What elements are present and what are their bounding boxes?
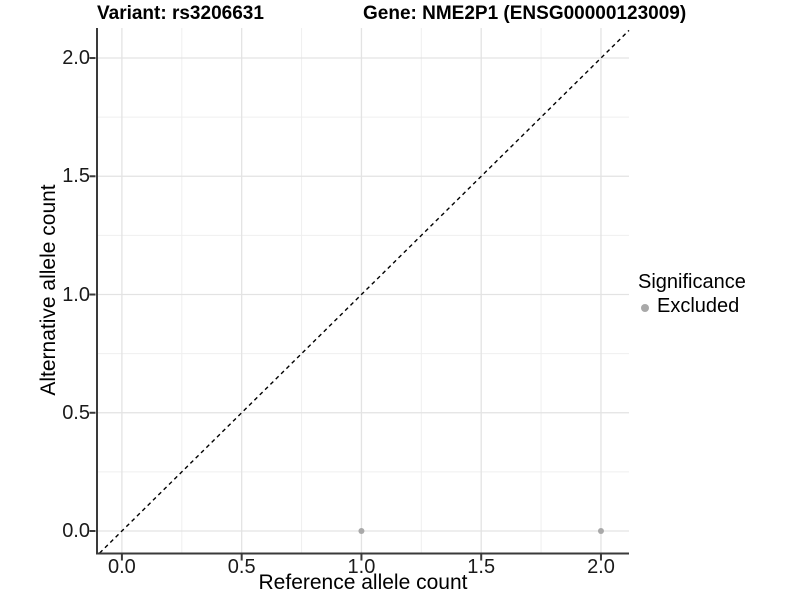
y-tick-label: 0.5 xyxy=(62,401,90,424)
data-point xyxy=(597,528,604,535)
legend-item-excluded: Excluded xyxy=(638,295,746,318)
identity-line xyxy=(99,29,630,554)
y-tick-label: 1.5 xyxy=(62,165,90,188)
x-tick-label: 2.0 xyxy=(587,556,615,578)
x-tick-label: 1.0 xyxy=(347,556,376,578)
excluded-marker-icon xyxy=(641,303,649,312)
x-tick-label: 0.0 xyxy=(108,556,136,578)
y-tick-label: 1.0 xyxy=(62,283,90,306)
legend-item-label: Excluded xyxy=(657,295,740,317)
y-tick-label: 0.0 xyxy=(62,520,90,542)
variant-title: Variant: rs3206631 xyxy=(97,3,264,24)
legend: Significance Excluded xyxy=(638,271,746,318)
x-axis-title: Reference allele count xyxy=(258,571,468,594)
legend-title: Significance xyxy=(638,271,746,293)
y-tick-label: 2.0 xyxy=(62,47,90,70)
y-axis-title: Alternative allele count xyxy=(37,184,60,396)
x-tick-label: 0.5 xyxy=(227,556,256,578)
gene-title: Gene: NME2P1 (ENSG00000123009) xyxy=(363,3,687,24)
data-point xyxy=(358,528,365,535)
x-tick-label: 1.5 xyxy=(467,556,496,578)
